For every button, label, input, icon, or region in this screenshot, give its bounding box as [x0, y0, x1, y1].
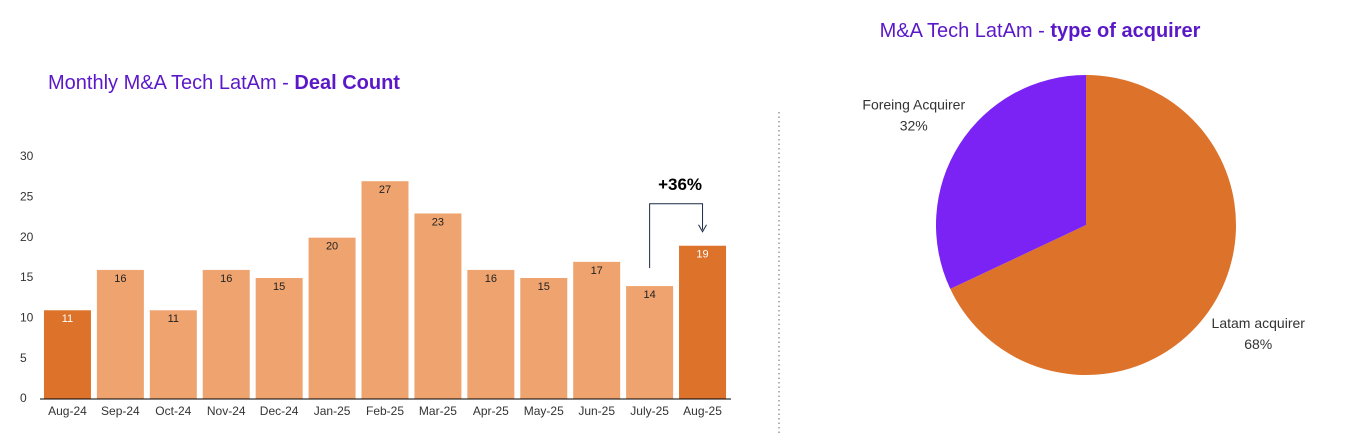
bar — [255, 278, 303, 399]
bar — [149, 310, 197, 399]
title-text: M&A Tech LatAm - — [880, 20, 1051, 42]
x-tick-label: Dec-24 — [260, 404, 299, 418]
title-text: Monthly M&A Tech LatAm - — [48, 72, 294, 94]
value-label: 16 — [485, 273, 497, 285]
y-tick-label: 5 — [20, 351, 27, 365]
x-tick-label: Mar-25 — [419, 404, 457, 418]
bar — [308, 237, 356, 399]
bar — [43, 310, 91, 399]
value-label: 16 — [114, 273, 126, 285]
y-tick-label: 20 — [20, 230, 34, 244]
value-label: 15 — [273, 281, 285, 293]
x-tick-label: Feb-25 — [366, 404, 404, 418]
value-label: 19 — [696, 249, 708, 261]
slice-label: Foreing Acquirer — [862, 96, 965, 112]
value-label: 11 — [62, 313, 73, 325]
title-bold: type of acquirer — [1050, 20, 1200, 42]
y-tick-label: 0 — [20, 391, 27, 405]
value-label: 17 — [591, 265, 603, 277]
bar — [361, 181, 409, 399]
bar — [679, 245, 727, 399]
bar — [573, 261, 621, 399]
x-tick-label: May-25 — [524, 404, 564, 418]
x-tick-label: Oct-24 — [155, 404, 191, 418]
bar — [414, 213, 462, 399]
x-tick-label: Sep-24 — [101, 404, 140, 418]
y-tick-label: 25 — [20, 190, 34, 204]
annotation-bracket — [649, 203, 704, 269]
pie-slice — [936, 75, 1086, 289]
x-tick-label: July-25 — [630, 404, 669, 418]
annotation: +36% — [658, 175, 702, 194]
x-tick-label: Aug-24 — [48, 404, 87, 418]
pie-slice — [950, 75, 1236, 375]
value-label: 14 — [643, 289, 655, 301]
slice-value: 68% — [1244, 336, 1272, 352]
value-label: 20 — [326, 241, 338, 253]
y-tick-label: 30 — [20, 149, 34, 163]
pie-title: M&A Tech LatAm - type of acquirer — [880, 20, 1201, 42]
bar — [202, 269, 250, 399]
value-label: 23 — [432, 216, 444, 228]
x-tick-label: Aug-25 — [683, 404, 722, 418]
title-bold: Deal Count — [294, 72, 400, 94]
y-tick-label: 15 — [20, 270, 34, 284]
x-tick-label: Jun-25 — [578, 404, 615, 418]
slice-label: Latam acquirer — [1212, 315, 1306, 331]
bar-title: Monthly M&A Tech LatAm - Deal Count — [48, 72, 400, 94]
value-label: 11 — [168, 313, 179, 325]
slice-value: 32% — [900, 117, 928, 133]
annotation-arrow — [698, 224, 707, 233]
x-tick-label: Jan-25 — [314, 404, 351, 418]
bar — [96, 269, 144, 399]
bar — [520, 278, 568, 399]
value-label: 27 — [379, 184, 391, 196]
value-label: 15 — [538, 281, 550, 293]
bar — [467, 269, 515, 399]
x-tick-label: Nov-24 — [207, 404, 246, 418]
bar — [626, 286, 674, 399]
y-tick-label: 10 — [20, 311, 34, 325]
value-label: 16 — [220, 273, 232, 285]
x-tick-label: Apr-25 — [473, 404, 509, 418]
